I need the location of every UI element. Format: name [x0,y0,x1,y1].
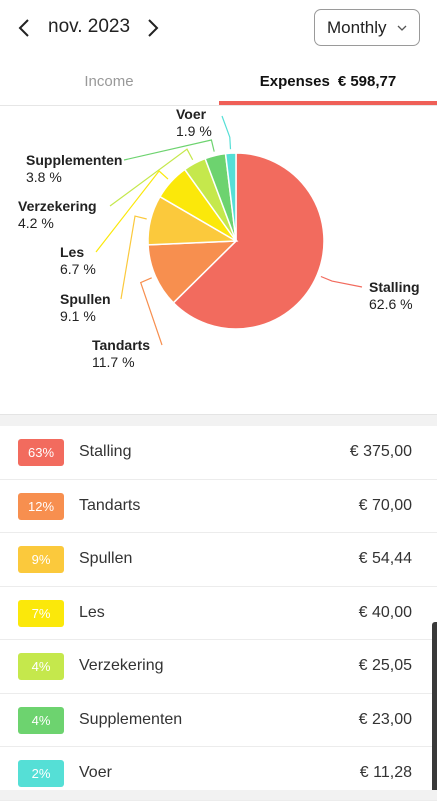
active-tab-indicator [219,101,437,105]
leader-line-stalling [320,275,363,288]
tab-expenses-total: € 598,77 [337,72,397,90]
list-item[interactable]: 9% Spullen € 54,44 [0,533,437,587]
tab-expenses[interactable]: Expenses € 598,77 [219,56,437,106]
period-dropdown-label: Monthly [327,17,387,37]
percent-badge: 12% [18,492,64,520]
expense-pie-chart: Stalling 62.6 % Tandarts 11.7 % Spullen 9.1 %… [0,106,437,414]
section-divider [0,414,437,426]
slice-label-voer: Voer [176,106,207,122]
category-list: 63% Stalling € 375,00 12% Tandarts € 70,00 9% S… [0,426,437,801]
category-amount: € 23,00 [358,710,412,728]
slice-percent-voer: 1.9 % [176,123,212,139]
category-name: Verzekering [79,657,164,674]
tab-bar: Income Expenses € 598,77 [0,56,437,106]
category-amount: € 40,00 [358,603,412,621]
list-item[interactable]: 12% Tandarts € 70,00 [0,480,437,533]
list-item[interactable]: 63% Stalling € 375,00 [0,426,437,480]
pie-slice-voer[interactable] [224,152,237,242]
slice-label-stalling: Stalling [369,279,420,295]
leader-line-spullen [120,215,147,300]
list-item[interactable]: 7% Les € 40,00 [0,587,437,640]
category-amount: € 11,28 [359,764,412,781]
category-name: Voer [79,764,112,781]
category-name: Les [79,603,105,621]
prev-month-chevron-icon[interactable] [14,14,36,42]
tab-income[interactable]: Income [0,56,218,106]
slice-percent-tandarts: 11.7 % [92,354,135,370]
category-amount: € 375,00 [349,443,412,460]
percent-badge: 7% [18,599,64,627]
pie-slice-stalling[interactable] [172,152,325,330]
list-item[interactable]: 4% Verzekering € 25,05 [0,640,437,694]
percent-badge: 63% [18,439,64,466]
percent-badge: 4% [18,653,64,680]
slice-label-supplementen: Supplementen [26,152,122,168]
leader-line-tandarts [139,277,163,346]
percent-badge: 9% [18,546,64,573]
category-name: Spullen [79,550,133,567]
period-dropdown[interactable]: Monthly [314,9,420,46]
slice-percent-supplementen: 3.8 % [26,169,62,185]
slice-percent-les: 6.7 % [60,261,96,277]
percent-badge: 2% [18,760,64,787]
category-amount: € 25,05 [358,657,412,674]
leader-line-supplementen [123,139,215,161]
slice-label-verzekering: Verzekering [18,198,97,214]
leader-line-voer [221,115,232,150]
category-name: Stalling [79,443,132,460]
category-name: Supplementen [79,710,183,728]
month-label: nov. 2023 [48,16,131,37]
category-amount: € 54,44 [358,550,412,567]
category-amount: € 70,00 [358,496,412,514]
leader-line-verzekering [109,148,194,207]
slice-percent-stalling: 62.6 % [369,296,413,312]
slice-label-spullen: Spullen [60,291,111,307]
slice-percent-spullen: 9.1 % [60,308,96,324]
header: nov. 2023 Monthly [0,0,437,56]
bottom-edge [0,790,437,800]
category-name: Tandarts [79,496,141,514]
tab-income-label: Income [84,72,134,90]
next-month-chevron-icon[interactable] [141,14,163,42]
leader-line-les [95,170,169,253]
list-item[interactable]: 4% Supplementen € 23,00 [0,694,437,747]
slice-percent-verzekering: 4.2 % [18,215,54,231]
percent-badge: 4% [18,706,64,734]
tab-expenses-label: Expenses [259,72,330,90]
chevron-down-icon [397,25,407,31]
pie-slice-tandarts[interactable] [147,240,238,304]
slice-label-tandarts: Tandarts [92,337,150,353]
scrollbar-thumb[interactable] [432,622,437,800]
slice-label-les: Les [60,244,84,260]
